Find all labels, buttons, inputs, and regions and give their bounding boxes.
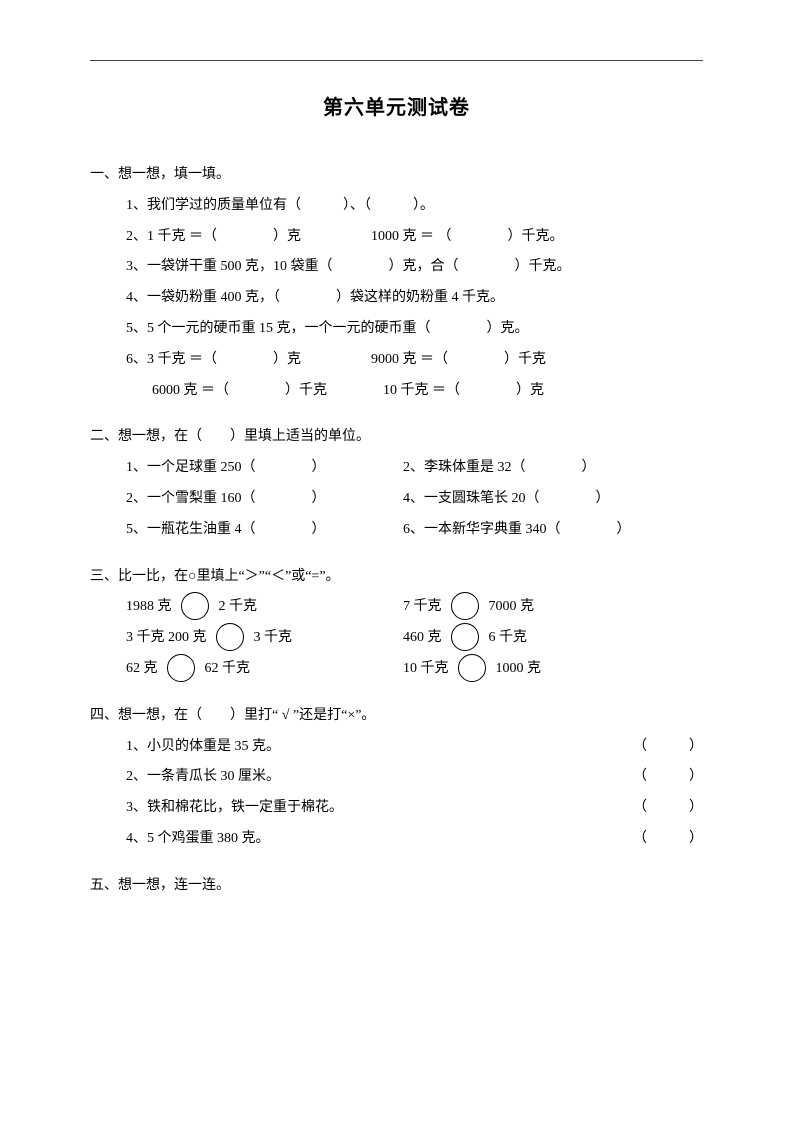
s3-r2R-b: 6 千克 [488, 630, 527, 645]
s3-r2L-b: 3 千克 [254, 630, 293, 645]
section-5: 五、想一想，连一连。 [90, 871, 703, 902]
s4-q3-paren: （ ） [633, 793, 703, 824]
s4-q2-paren: （ ） [633, 762, 703, 793]
s3-r1L-b: 2 千克 [219, 599, 258, 614]
s3-r1L-a: 1988 克 [126, 599, 172, 614]
s2-q1: 1、一个足球重 250（ ） [126, 453, 403, 484]
s3-row2: 3 千克 200 克 3 千克 460 克 6 千克 [126, 623, 703, 654]
s3-r3L-a: 62 克 [126, 661, 158, 676]
page: 第六单元测试卷 一、想一想，填一填。 1、我们学过的质量单位有（ ）、（ ）。 … [0, 0, 793, 1122]
compare-circle-icon [458, 654, 486, 682]
compare-circle-icon [181, 592, 209, 620]
s3-r1R-a: 7 千克 [403, 599, 442, 614]
s2-q6: 6、一本新华字典重 340（ ） [403, 515, 703, 546]
section-3-head: 三、比一比，在○里填上“＞”“＜”或“=”。 [90, 562, 703, 593]
s2-q4: 4、一支圆珠笔长 20（ ） [403, 484, 703, 515]
s3-r2R: 460 克 6 千克 [403, 623, 703, 654]
section-2-head: 二、想一想，在（ ）里填上适当的单位。 [90, 422, 703, 453]
section-3: 三、比一比，在○里填上“＞”“＜”或“=”。 1988 克 2 千克 7 千克 … [90, 562, 703, 685]
s4-q4: 4、5 个鸡蛋重 380 克。 （ ） [126, 824, 703, 855]
compare-circle-icon [167, 654, 195, 682]
s4-q1-paren: （ ） [633, 732, 703, 763]
s4-q2-text: 2、一条青瓜长 30 厘米。 [126, 762, 280, 793]
s3-r1R-b: 7000 克 [488, 599, 534, 614]
s3-r1L: 1988 克 2 千克 [126, 592, 403, 623]
s3-r3R-a: 10 千克 [403, 661, 449, 676]
section-2: 二、想一想，在（ ）里填上适当的单位。 1、一个足球重 250（ ） 2、李珠体… [90, 422, 703, 545]
s3-r3L: 62 克 62 千克 [126, 654, 403, 685]
s4-q2: 2、一条青瓜长 30 厘米。 （ ） [126, 762, 703, 793]
s3-r3L-b: 62 千克 [205, 661, 251, 676]
s1-q1: 1、我们学过的质量单位有（ ）、（ ）。 [126, 191, 703, 222]
s2-row1: 1、一个足球重 250（ ） 2、李珠体重是 32（ ） [126, 453, 703, 484]
s3-row3: 62 克 62 千克 10 千克 1000 克 [126, 654, 703, 685]
s1-q3: 3、一袋饼干重 500 克，10 袋重（ ）克，合（ ）千克。 [126, 252, 703, 283]
section-5-head: 五、想一想，连一连。 [90, 871, 703, 902]
page-title: 第六单元测试卷 [90, 91, 703, 120]
section-1: 一、想一想，填一填。 1、我们学过的质量单位有（ ）、（ ）。 2、1 千克 ＝… [90, 160, 703, 406]
section-4-head: 四、想一想，在（ ）里打“ √ ”还是打“×”。 [90, 701, 703, 732]
s2-row3: 5、一瓶花生油重 4（ ） 6、一本新华字典重 340（ ） [126, 515, 703, 546]
s4-q1-text: 1、小贝的体重是 35 克。 [126, 732, 280, 763]
compare-circle-icon [451, 592, 479, 620]
s1-q5: 5、5 个一元的硬币重 15 克，一个一元的硬币重（ ）克。 [126, 314, 703, 345]
section-1-head: 一、想一想，填一填。 [90, 160, 703, 191]
s3-r2R-a: 460 克 [403, 630, 442, 645]
top-rule [90, 60, 703, 61]
s4-q1: 1、小贝的体重是 35 克。 （ ） [126, 732, 703, 763]
s3-row1: 1988 克 2 千克 7 千克 7000 克 [126, 592, 703, 623]
s1-q6a: 6、3 千克 ＝（ ）克 9000 克 ＝（ ）千克 [126, 345, 703, 376]
section-4: 四、想一想，在（ ）里打“ √ ”还是打“×”。 1、小贝的体重是 35 克。 … [90, 701, 703, 855]
s4-q3-text: 3、铁和棉花比，铁一定重于棉花。 [126, 793, 343, 824]
compare-circle-icon [216, 623, 244, 651]
s4-q4-text: 4、5 个鸡蛋重 380 克。 [126, 824, 270, 855]
s2-q2: 2、一个雪梨重 160（ ） [126, 484, 403, 515]
s3-r1R: 7 千克 7000 克 [403, 592, 703, 623]
s2-q2r: 2、李珠体重是 32（ ） [403, 453, 703, 484]
s3-r2L: 3 千克 200 克 3 千克 [126, 623, 403, 654]
s1-q6b: 6000 克 ＝（ ）千克 10 千克 ＝（ ）克 [152, 376, 703, 407]
s4-q3: 3、铁和棉花比，铁一定重于棉花。 （ ） [126, 793, 703, 824]
s3-r3R-b: 1000 克 [495, 661, 541, 676]
s3-r3R: 10 千克 1000 克 [403, 654, 703, 685]
compare-circle-icon [451, 623, 479, 651]
s2-q5: 5、一瓶花生油重 4（ ） [126, 515, 403, 546]
s4-q4-paren: （ ） [633, 824, 703, 855]
s1-q4: 4、一袋奶粉重 400 克，（ ）袋这样的奶粉重 4 千克。 [126, 283, 703, 314]
s2-row2: 2、一个雪梨重 160（ ） 4、一支圆珠笔长 20（ ） [126, 484, 703, 515]
s1-q2: 2、1 千克 ＝（ ）克 1000 克 ＝ （ ）千克。 [126, 222, 703, 253]
s3-r2L-a: 3 千克 200 克 [126, 630, 207, 645]
